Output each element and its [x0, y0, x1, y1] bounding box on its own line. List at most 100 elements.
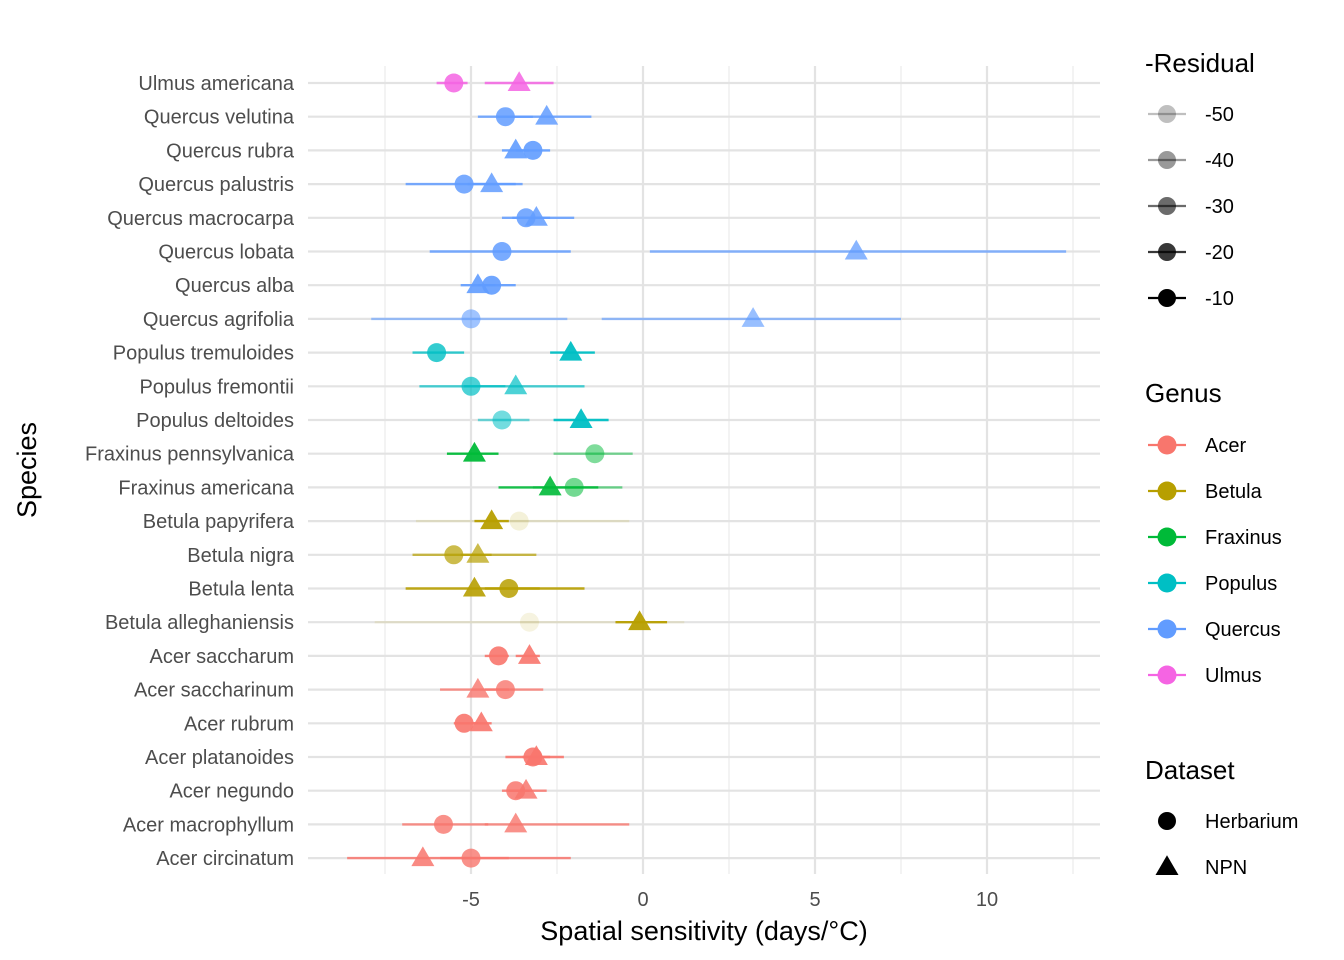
legend-residual-key-dot [1158, 151, 1176, 169]
grid [308, 66, 1100, 874]
point-quercus-agrifolia-herbarium [461, 309, 481, 329]
y-tick-label-betula-papyrifera: Betula papyrifera [143, 511, 295, 533]
x-tick-label: 5 [809, 889, 820, 911]
x-axis-label: Spatial sensitivity (days/°C) [540, 916, 867, 946]
point-acer-platanoides-npn [524, 745, 548, 765]
y-tick-label-populus-tremuloides: Populus tremuloides [113, 343, 294, 365]
point-fraxinus-pennsylvanica-herbarium [585, 444, 605, 464]
legend-residual-key-dot [1158, 289, 1176, 307]
point-acer-rubrum-npn [469, 711, 493, 732]
point-acer-rubrum-herbarium [454, 713, 474, 733]
point-quercus-agrifolia-npn [741, 307, 765, 327]
point-ulmus-americana-herbarium [444, 73, 464, 93]
point-acer-saccharum-npn [517, 644, 541, 664]
y-tick-label-betula-lenta: Betula lenta [188, 579, 295, 601]
point-betula-alleghaniensis-herbarium [519, 612, 539, 632]
legend-dataset-key-triangle [1155, 855, 1179, 875]
point-ulmus-americana-npn [507, 71, 531, 91]
legend-genus-key-dot [1157, 573, 1177, 593]
point-quercus-lobata-npn [844, 239, 868, 260]
legend-genus-label-betula: Betula [1205, 481, 1263, 503]
x-tick-labels: -5 0 5 10 [462, 889, 998, 911]
point-acer-saccharum-herbarium [489, 646, 509, 666]
point-quercus-velutina-npn [535, 104, 559, 125]
legend-dataset-label-herbarium: Herbarium [1205, 811, 1298, 833]
legend-genus-key-dot [1157, 435, 1177, 455]
legend-residual-label: -40 [1205, 150, 1234, 172]
legend-residual-title: -Residual [1145, 48, 1255, 78]
point-populus-tremuloides-npn [559, 340, 583, 361]
point-populus-fremontii-npn [504, 374, 528, 395]
legend-genus-title: Genus [1145, 378, 1222, 408]
y-tick-label-quercus-lobata: Quercus lobata [158, 242, 295, 264]
legend-genus-key-dot [1157, 527, 1177, 547]
legend-genus-label-quercus: Quercus [1205, 619, 1281, 641]
legend-genus-key-dot [1157, 665, 1177, 685]
point-quercus-palustris-npn [480, 172, 504, 193]
point-acer-circinatum-npn [411, 846, 435, 867]
point-acer-macrophyllum-npn [504, 812, 528, 833]
point-populus-tremuloides-herbarium [427, 343, 447, 363]
legend-genus-label-fraxinus: Fraxinus [1205, 527, 1282, 549]
point-acer-negundo-npn [514, 778, 538, 799]
y-tick-label-populus-deltoides: Populus deltoides [136, 410, 294, 432]
y-tick-label-acer-platanoides: Acer platanoides [145, 747, 294, 769]
point-betula-nigra-herbarium [444, 545, 464, 565]
y-tick-label-acer-saccharum: Acer saccharum [150, 646, 295, 668]
legend-residual-key-dot [1158, 105, 1176, 123]
point-betula-nigra-npn [466, 543, 490, 563]
y-axis-label: Species [12, 422, 42, 518]
legend-dataset-key-circle [1158, 812, 1176, 830]
legend-genus: Genus Acer Betula Fraxinus Populus Quercus Ul… [1145, 378, 1282, 687]
legend-dataset-label-npn: NPN [1205, 857, 1247, 879]
y-tick-labels: Ulmus americana Quercus velutina Quercus r… [85, 73, 295, 870]
legend-genus-label-acer: Acer [1205, 435, 1246, 457]
point-betula-papyrifera-npn [480, 509, 504, 530]
point-fraxinus-pennsylvanica-npn [462, 441, 486, 462]
point-quercus-rubra-npn [504, 138, 528, 159]
legend-genus-label-ulmus: Ulmus [1205, 665, 1262, 687]
y-tick-label-quercus-agrifolia: Quercus agrifolia [143, 309, 295, 331]
legend-residual-label: -50 [1205, 104, 1234, 126]
point-quercus-palustris-herbarium [454, 174, 474, 194]
legend-residual-label: -20 [1205, 242, 1234, 264]
legend-residual-key-dot [1158, 243, 1176, 261]
legend-dataset-title: Dataset [1145, 755, 1235, 785]
legend-genus-key-dot [1157, 481, 1177, 501]
point-betula-lenta-npn [462, 576, 486, 597]
point-acer-saccharinum-npn [466, 677, 490, 698]
point-quercus-macrocarpa-npn [524, 206, 548, 226]
point-betula-alleghaniensis-npn [628, 610, 652, 631]
point-quercus-lobata-herbarium [492, 242, 512, 261]
x-tick-label: -5 [462, 889, 480, 911]
point-acer-macrophyllum-herbarium [433, 814, 453, 834]
point-populus-deltoides-herbarium [492, 410, 512, 430]
y-tick-label-betula-alleghaniensis: Betula alleghaniensis [105, 612, 294, 634]
y-tick-label-fraxinus-pennsylvanica: Fraxinus pennsylvanica [85, 444, 295, 466]
x-tick-label: 10 [976, 889, 998, 911]
legend-residual-label: -10 [1205, 288, 1234, 310]
y-tick-label-quercus-macrocarpa: Quercus macrocarpa [107, 208, 295, 230]
point-quercus-alba-npn [466, 273, 490, 294]
y-tick-label-acer-negundo: Acer negundo [169, 781, 294, 803]
y-tick-label-acer-circinatum: Acer circinatum [156, 848, 294, 870]
legend-genus-label-populus: Populus [1205, 573, 1277, 595]
x-tick-label: 0 [637, 889, 648, 911]
y-tick-label-quercus-rubra: Quercus rubra [166, 140, 295, 162]
y-tick-label-acer-macrophyllum: Acer macrophyllum [123, 814, 294, 836]
y-tick-label-betula-nigra: Betula nigra [187, 545, 295, 567]
y-tick-label-acer-saccharinum: Acer saccharinum [134, 680, 294, 702]
y-tick-label-populus-fremontii: Populus fremontii [139, 376, 294, 398]
point-quercus-rubra-herbarium [523, 140, 543, 160]
y-tick-label-quercus-velutina: Quercus velutina [144, 107, 295, 129]
data-marks [347, 71, 1067, 868]
y-tick-label-quercus-alba: Quercus alba [175, 275, 295, 297]
y-tick-label-fraxinus-americana: Fraxinus americana [118, 477, 295, 499]
legend-residual-label: -30 [1205, 196, 1234, 218]
legend-genus-key-dot [1157, 619, 1177, 639]
legend-dataset: Dataset Herbarium NPN [1145, 755, 1298, 879]
point-betula-papyrifera-herbarium [509, 511, 529, 531]
y-tick-label-acer-rubrum: Acer rubrum [184, 713, 294, 735]
point-fraxinus-americana-npn [538, 475, 562, 496]
